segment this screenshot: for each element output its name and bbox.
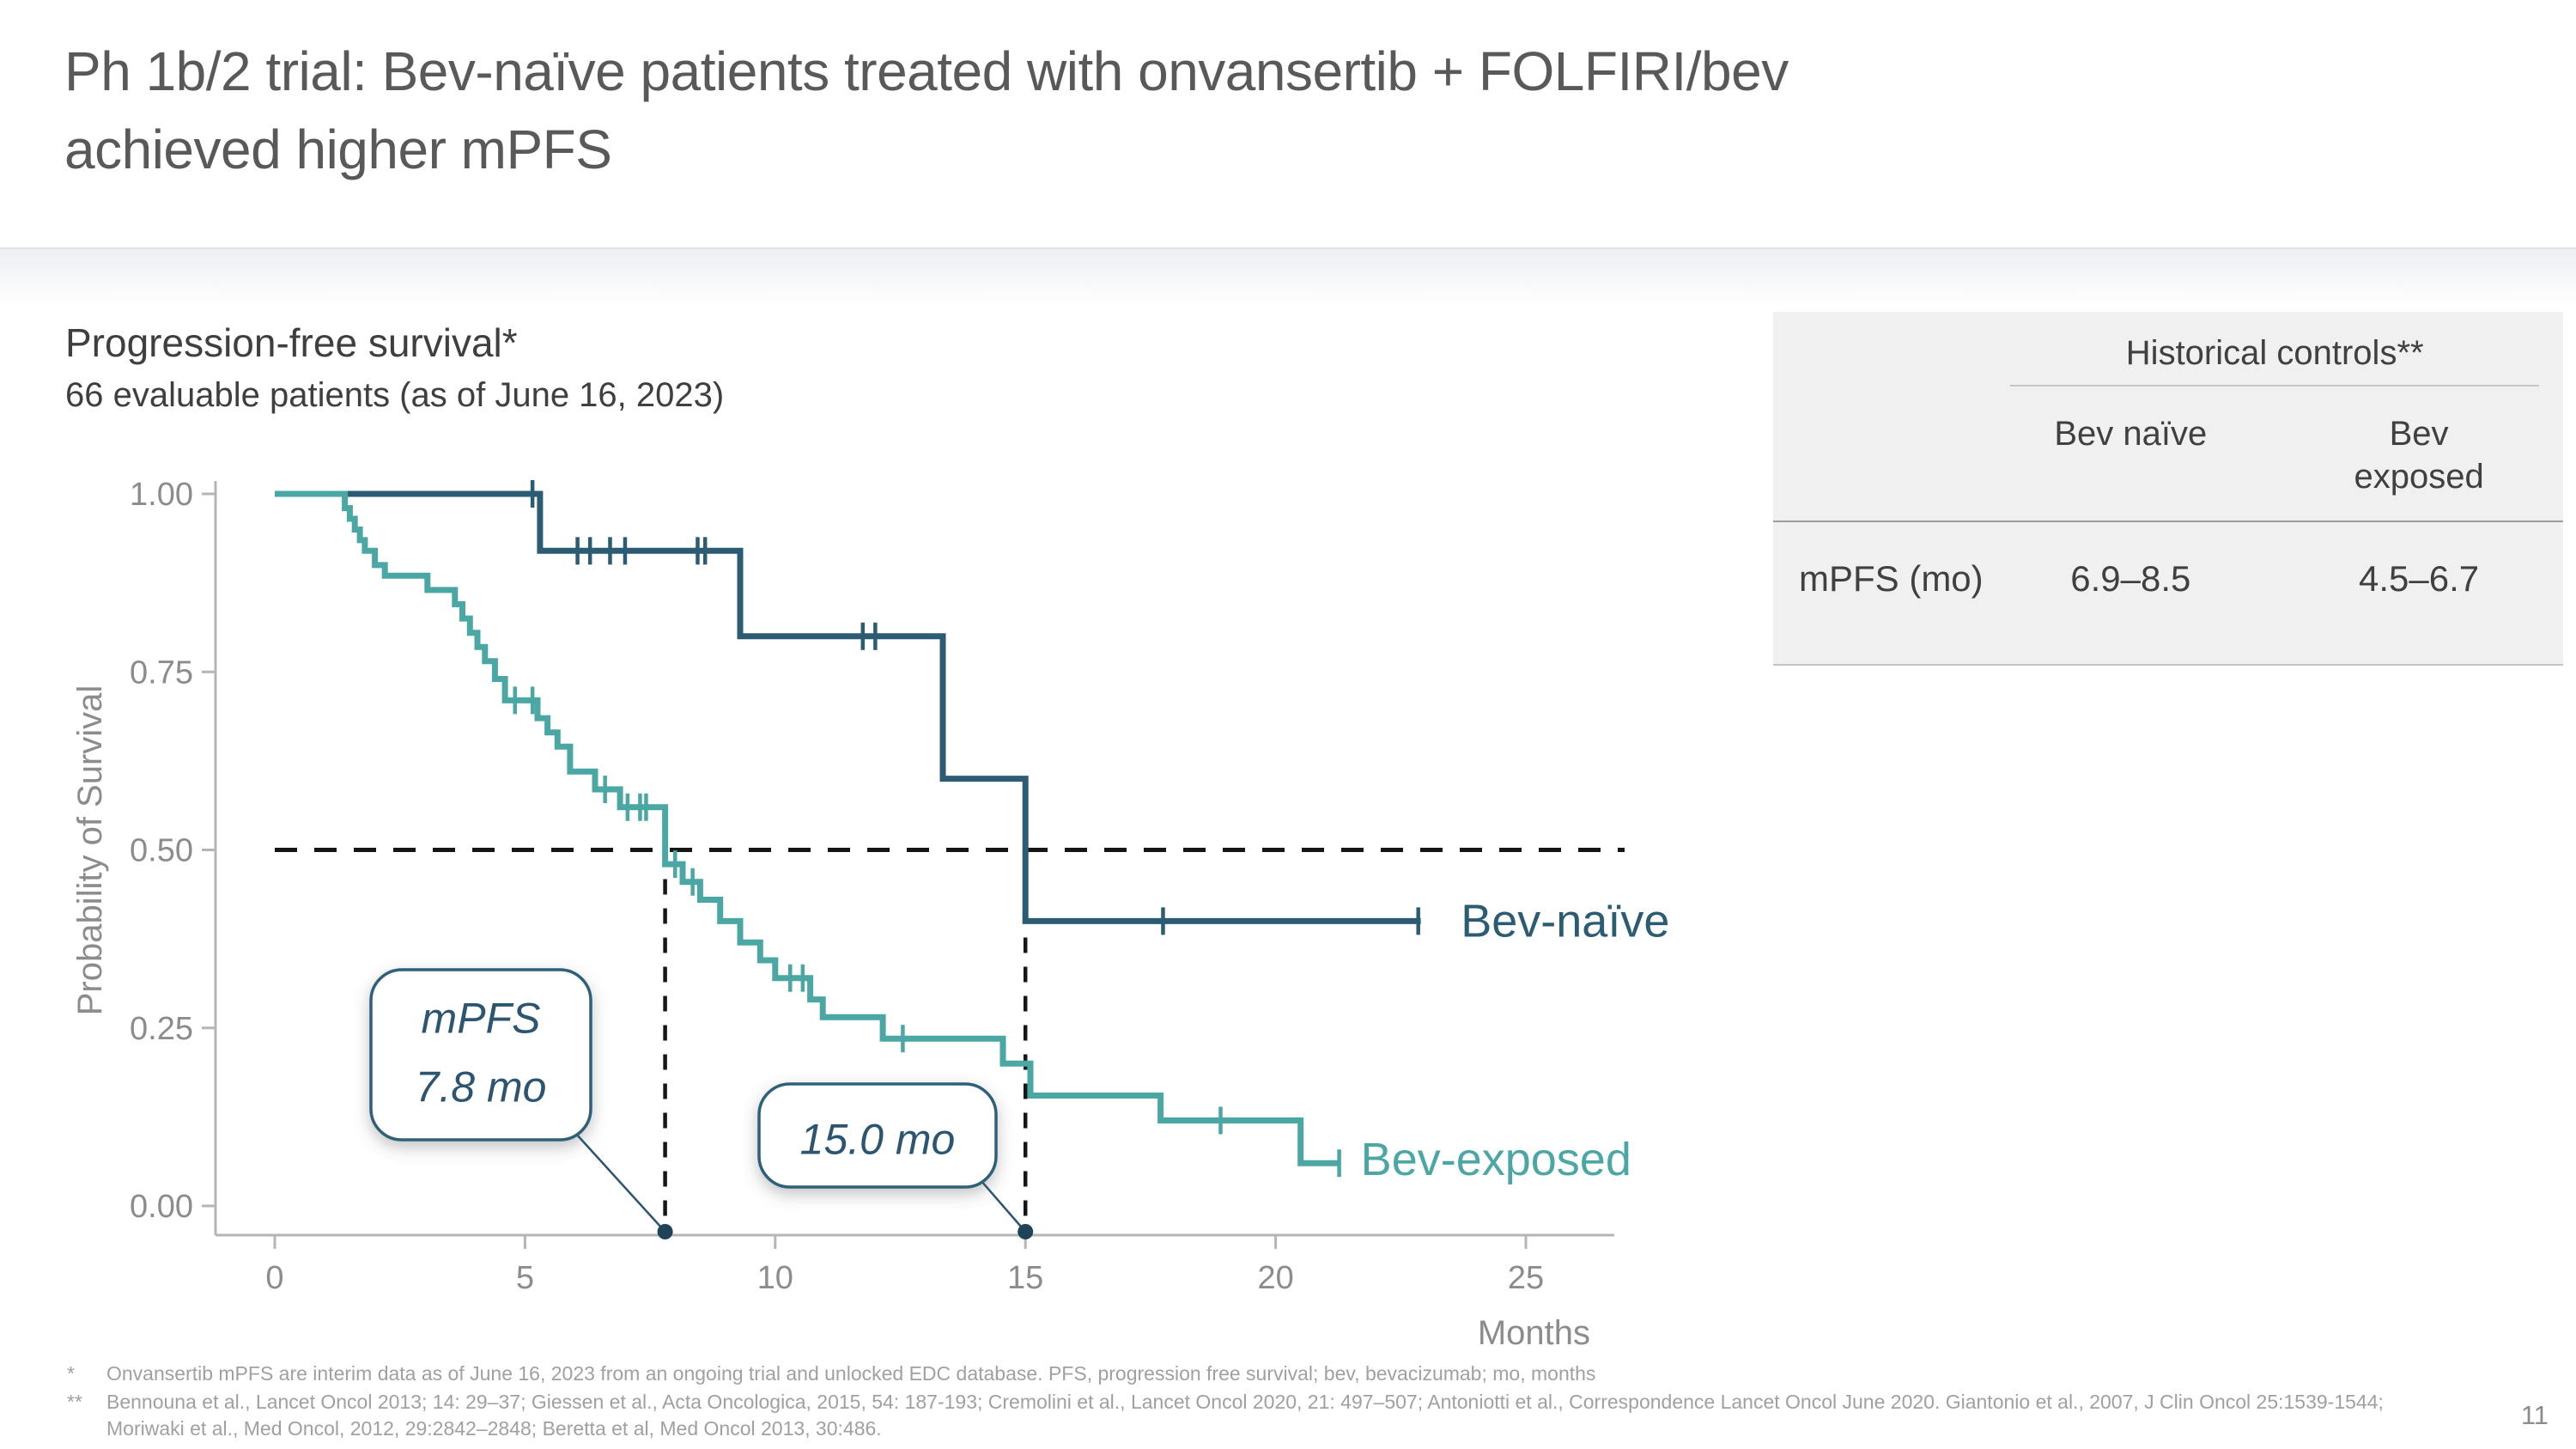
axes: 1.00 0.75 0.50 0.25 0.00 0 5 10 15 20 25 Months Prob… bbox=[71, 477, 1614, 1352]
callout-text: mPFS bbox=[422, 994, 541, 1042]
chart-title: Progression-free survival* bbox=[65, 320, 518, 365]
callout-box bbox=[369, 968, 592, 1142]
page-number: 11 bbox=[2520, 1400, 2549, 1430]
callout-mpfs-150: 15.0 mo bbox=[757, 1082, 1034, 1239]
x-tick-label: 25 bbox=[1508, 1260, 1544, 1296]
x-tick-label: 0 bbox=[265, 1260, 283, 1296]
table-col-header-bev-exposed: Bev exposed bbox=[2354, 415, 2484, 496]
y-tick-label: 0.00 bbox=[130, 1189, 193, 1225]
y-tick-label: 1.00 bbox=[130, 477, 193, 513]
x-tick-label: 5 bbox=[516, 1260, 534, 1296]
callout-box bbox=[757, 1082, 998, 1189]
y-tick-label: 0.75 bbox=[130, 654, 193, 691]
callout-text: 15.0 mo bbox=[800, 1116, 956, 1164]
table-value-bev-exposed: 4.5–6.7 bbox=[2359, 558, 2480, 599]
footnote-1-marker: * bbox=[67, 1362, 75, 1385]
km-survival-chart: 1.00 0.75 0.50 0.25 0.00 0 5 10 15 20 25 Months Prob… bbox=[71, 477, 1669, 1352]
footnote-2: ** Bennouna et al., Lancet Oncol 2013; 1… bbox=[67, 1389, 2471, 1442]
callout-text: 7.8 mo bbox=[416, 1062, 547, 1111]
series-bev-na-ve: Bev-naïve bbox=[275, 480, 1669, 947]
page-title-line-1: Ph 1b/2 trial: Bev-naïve patients treate… bbox=[64, 40, 1789, 102]
table-corner-spacer bbox=[1773, 334, 1986, 387]
table-rule bbox=[1773, 521, 2563, 522]
callout-leader-line bbox=[574, 1132, 666, 1233]
callout-target-dot bbox=[1018, 1224, 1034, 1239]
footnote-2-line-1: Bennouna et al., Lancet Oncol 2013; 14: … bbox=[106, 1391, 2384, 1413]
page-title-line-2: achieved higher mPFS bbox=[64, 118, 612, 180]
curve-label-bev-exposed: Bev-exposed bbox=[1361, 1134, 1631, 1185]
km-curve bbox=[275, 490, 1421, 924]
page-title: Ph 1b/2 trial: Bev-naïve patients treate… bbox=[64, 33, 2434, 189]
km-curve bbox=[275, 490, 1341, 1166]
table-row-mpfs: mPFS (mo) 6.9–8.5 4.5–6.7 bbox=[1773, 522, 2563, 636]
callout-leader-line bbox=[980, 1179, 1027, 1233]
table-header-spacer bbox=[1773, 412, 1986, 498]
footnote-1: * Onvansertib mPFS are interim data as o… bbox=[67, 1361, 2471, 1387]
table-title: Historical controls** bbox=[2125, 334, 2424, 372]
footnote-1-text: Onvansertib mPFS are interim data as of … bbox=[106, 1362, 1596, 1385]
callout-target-dot bbox=[657, 1224, 673, 1239]
x-tick-label: 10 bbox=[757, 1260, 793, 1296]
table-col-header-bev-naive: Bev naïve bbox=[2054, 415, 2208, 453]
callout-mpfs-78: mPFS 7.8 mo bbox=[369, 968, 673, 1239]
title-divider-band bbox=[0, 247, 2576, 304]
y-tick-label: 0.50 bbox=[130, 833, 193, 869]
x-tick-label: 20 bbox=[1257, 1260, 1293, 1296]
series-bev-exposed: Bev-exposed bbox=[275, 490, 1631, 1185]
table-row-label: mPFS (mo) bbox=[1799, 558, 1984, 599]
historical-controls-table: Historical controls** Bev naïve Bev expo… bbox=[1773, 312, 2563, 666]
x-axis-title: Months bbox=[1478, 1314, 1590, 1352]
chart-subtitle: 66 evaluable patients (as of June 16, 20… bbox=[65, 376, 725, 414]
footnote-2-text: Bennouna et al., Lancet Oncol 2013; 14: … bbox=[106, 1389, 2471, 1442]
x-tick-label: 15 bbox=[1007, 1260, 1043, 1296]
table-title-underline bbox=[2010, 385, 2539, 387]
footnotes: * Onvansertib mPFS are interim data as o… bbox=[67, 1361, 2471, 1444]
curve-label-bev-naive: Bev-naïve bbox=[1461, 895, 1669, 947]
footnote-2-line-2: Moriwaki et al., Med Oncol, 2012, 29:284… bbox=[106, 1417, 882, 1440]
table-value-bev-naive: 6.9–8.5 bbox=[2070, 558, 2191, 599]
y-axis-title: Probability of Survival bbox=[71, 685, 109, 1016]
y-tick-label: 0.25 bbox=[130, 1011, 193, 1047]
footnote-2-marker: ** bbox=[67, 1391, 82, 1413]
